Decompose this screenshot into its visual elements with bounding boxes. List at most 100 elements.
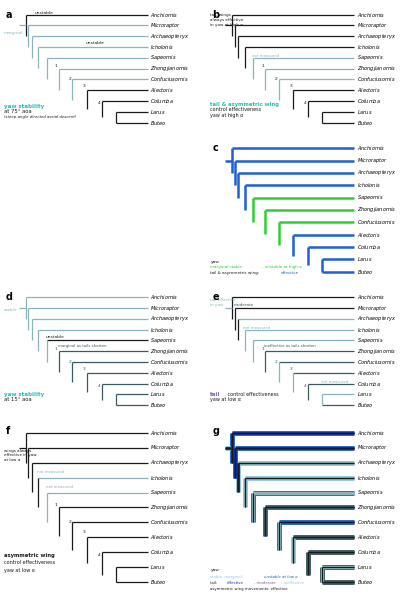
Text: $\it{Microraptor}$: $\it{Microraptor}$ bbox=[356, 21, 388, 30]
Text: tail & asymmetric wing: tail & asymmetric wing bbox=[211, 102, 279, 107]
Text: marginal as tails shorten: marginal as tails shorten bbox=[58, 344, 106, 348]
Text: $\it{Zhongjianornis}$: $\it{Zhongjianornis}$ bbox=[356, 503, 396, 512]
Text: $\it{Zhongjianornis}$: $\it{Zhongjianornis}$ bbox=[356, 347, 396, 356]
Text: wings always
effective in yaw
at low α: wings always effective in yaw at low α bbox=[4, 449, 37, 462]
Text: $\it{Columba}$: $\it{Columba}$ bbox=[356, 97, 380, 105]
Text: unstable: unstable bbox=[85, 41, 104, 45]
Text: yaw at high α: yaw at high α bbox=[211, 113, 244, 118]
Text: stable, marginal,: stable, marginal, bbox=[211, 575, 245, 579]
Text: $\it{Columba}$: $\it{Columba}$ bbox=[356, 380, 380, 388]
Text: $\it{Archaeopteryx}$: $\it{Archaeopteryx}$ bbox=[356, 169, 396, 178]
Text: $\it{Archaeopteryx}$: $\it{Archaeopteryx}$ bbox=[150, 314, 189, 323]
Text: not measured: not measured bbox=[37, 470, 64, 475]
Text: $\it{Sapeornis}$: $\it{Sapeornis}$ bbox=[356, 53, 383, 62]
Text: control effectiveness: control effectiveness bbox=[211, 107, 261, 112]
Text: tail:: tail: bbox=[211, 581, 219, 585]
Text: $\it{Larus}$: $\it{Larus}$ bbox=[356, 108, 372, 116]
Text: marginal: marginal bbox=[4, 31, 24, 35]
Text: , unstable at high α: , unstable at high α bbox=[261, 265, 301, 269]
Text: $\it{Columba}$: $\it{Columba}$ bbox=[356, 548, 380, 556]
Text: not measured: not measured bbox=[321, 380, 349, 383]
Text: , moderate: , moderate bbox=[254, 581, 276, 585]
Text: $\it{Anchiornis}$: $\it{Anchiornis}$ bbox=[150, 429, 178, 437]
Text: $\it{Larus}$: $\it{Larus}$ bbox=[356, 563, 372, 571]
Text: stable: stable bbox=[4, 308, 17, 312]
Text: not measured: not measured bbox=[252, 54, 279, 58]
Text: asymmetric wing movements: effective: asymmetric wing movements: effective bbox=[211, 587, 288, 591]
Text: $\it{Sapeornis}$: $\it{Sapeornis}$ bbox=[150, 53, 177, 62]
Text: not measured: not measured bbox=[243, 326, 271, 329]
Text: 4: 4 bbox=[97, 553, 100, 557]
Text: $\it{Buteo}$: $\it{Buteo}$ bbox=[356, 268, 373, 275]
Text: yaw at low α: yaw at low α bbox=[4, 568, 35, 572]
Text: asymmetric wing: asymmetric wing bbox=[4, 553, 55, 558]
Text: $\it{Archaeopteryx}$: $\it{Archaeopteryx}$ bbox=[150, 458, 189, 467]
Text: $\it{Sapeornis}$: $\it{Sapeornis}$ bbox=[150, 336, 177, 345]
Text: $\it{Columba}$: $\it{Columba}$ bbox=[150, 380, 174, 388]
Text: 1: 1 bbox=[261, 64, 264, 68]
Text: 4: 4 bbox=[97, 101, 100, 105]
Text: 1: 1 bbox=[55, 503, 58, 506]
Text: $\it{Larus}$: $\it{Larus}$ bbox=[356, 391, 372, 398]
Text: 3: 3 bbox=[289, 367, 292, 371]
Text: unstable: unstable bbox=[45, 335, 64, 338]
Text: effective: effective bbox=[226, 581, 243, 585]
Text: 4: 4 bbox=[304, 101, 306, 105]
Text: 3: 3 bbox=[83, 367, 85, 371]
Text: tail effective
in yaw: tail effective in yaw bbox=[211, 298, 236, 307]
Text: $\it{Confuciusornis}$: $\it{Confuciusornis}$ bbox=[356, 76, 395, 83]
Text: $\it{Buteo}$: $\it{Buteo}$ bbox=[356, 578, 373, 586]
Text: $\it{Anchiornis}$: $\it{Anchiornis}$ bbox=[356, 144, 385, 152]
Text: yaw: yaw bbox=[211, 568, 219, 572]
Text: $\it{Buteo}$: $\it{Buteo}$ bbox=[356, 119, 373, 127]
Text: $\it{Sapeornis}$: $\it{Sapeornis}$ bbox=[356, 336, 383, 345]
Text: 1: 1 bbox=[55, 347, 58, 351]
Text: 2: 2 bbox=[68, 77, 71, 82]
Text: at 15° aoa: at 15° aoa bbox=[4, 397, 32, 403]
Text: $\it{Zhongjianornis}$: $\it{Zhongjianornis}$ bbox=[150, 347, 190, 356]
Text: $\it{Anchiornis}$: $\it{Anchiornis}$ bbox=[356, 429, 385, 437]
Text: 3: 3 bbox=[83, 85, 85, 88]
Text: moderate: moderate bbox=[234, 303, 254, 307]
Text: g: g bbox=[212, 426, 219, 436]
Text: , ineffective: , ineffective bbox=[281, 581, 304, 585]
Text: $\it{Icholonis}$: $\it{Icholonis}$ bbox=[356, 473, 380, 482]
Text: $\it{Larus}$: $\it{Larus}$ bbox=[150, 391, 166, 398]
Text: 3: 3 bbox=[83, 530, 85, 534]
Text: 2: 2 bbox=[68, 360, 71, 364]
Text: $\it{Alectoris}$: $\it{Alectoris}$ bbox=[356, 230, 380, 239]
Text: $\it{Buteo}$: $\it{Buteo}$ bbox=[150, 401, 167, 409]
Text: $\it{Confuciusornis}$: $\it{Confuciusornis}$ bbox=[356, 518, 395, 526]
Text: $\it{Zhongjianornis}$: $\it{Zhongjianornis}$ bbox=[150, 64, 190, 73]
Text: $\it{Larus}$: $\it{Larus}$ bbox=[356, 256, 372, 263]
Text: $\it{Icholonis}$: $\it{Icholonis}$ bbox=[150, 473, 174, 482]
Text: $\it{Icholonis}$: $\it{Icholonis}$ bbox=[356, 43, 380, 51]
Text: $\it{Icholonis}$: $\it{Icholonis}$ bbox=[150, 326, 174, 334]
Text: $\it{Anchiornis}$: $\it{Anchiornis}$ bbox=[150, 293, 178, 301]
Text: yaw stability: yaw stability bbox=[4, 104, 44, 109]
Text: e: e bbox=[212, 292, 219, 302]
Text: unstable: unstable bbox=[35, 11, 53, 15]
Text: $\it{Columba}$: $\it{Columba}$ bbox=[150, 548, 174, 556]
Text: at 75° aoa: at 75° aoa bbox=[4, 109, 32, 115]
Text: $\it{Microraptor}$: $\it{Microraptor}$ bbox=[150, 304, 181, 313]
Text: $\it{Archaeopteryx}$: $\it{Archaeopteryx}$ bbox=[356, 314, 396, 323]
Text: control effectiveness: control effectiveness bbox=[226, 392, 279, 397]
Text: $\it{Alectoris}$: $\it{Alectoris}$ bbox=[150, 86, 174, 94]
Text: $\it{Confuciusornis}$: $\it{Confuciusornis}$ bbox=[150, 358, 189, 366]
Text: 4: 4 bbox=[97, 384, 100, 388]
Text: tail & asymmetric wing:: tail & asymmetric wing: bbox=[211, 271, 261, 275]
Text: $\it{Microraptor}$: $\it{Microraptor}$ bbox=[356, 304, 388, 313]
Text: $\it{Confuciusornis}$: $\it{Confuciusornis}$ bbox=[150, 518, 189, 526]
Text: $\it{Microraptor}$: $\it{Microraptor}$ bbox=[150, 21, 181, 30]
Text: yaw stability: yaw stability bbox=[4, 392, 44, 397]
Text: control effectiveness: control effectiveness bbox=[4, 560, 55, 565]
Text: $\it{Zhongjianornis}$: $\it{Zhongjianornis}$ bbox=[356, 64, 396, 73]
Text: ineffective as tails shorten: ineffective as tails shorten bbox=[264, 344, 316, 348]
Text: effective: effective bbox=[281, 271, 299, 275]
Text: $\it{Icholonis}$: $\it{Icholonis}$ bbox=[356, 181, 380, 189]
Text: unstable at low α: unstable at low α bbox=[264, 575, 298, 579]
Text: $\it{Icholonis}$: $\it{Icholonis}$ bbox=[150, 43, 174, 51]
Text: yaw: yaw bbox=[211, 260, 219, 264]
Text: $\it{Larus}$: $\it{Larus}$ bbox=[150, 563, 166, 571]
